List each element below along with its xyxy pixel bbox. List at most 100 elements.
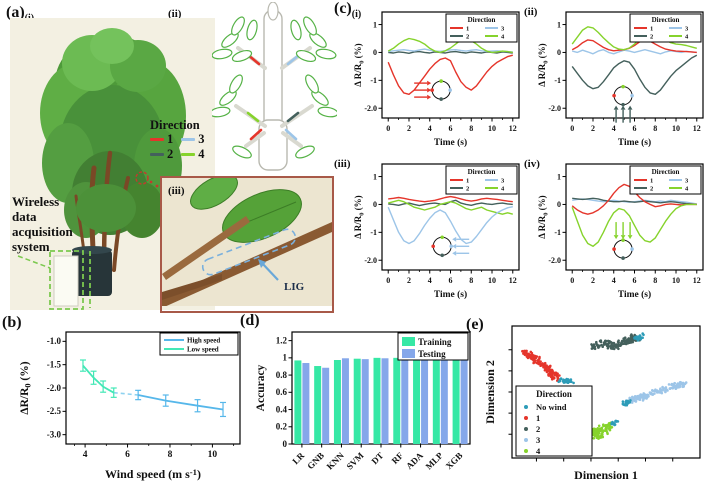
chart-c-i-container: 0 2 4 6 8 10 12 1 0 -1 -2.0 Time (s) Δ R/R0 (%) Direc…: [352, 6, 524, 163]
svg-text:Training: Training: [418, 337, 452, 347]
svg-text:1: 1: [536, 413, 540, 423]
bar-testing-RF: [401, 358, 409, 444]
bar-training-LR: [294, 360, 302, 444]
svg-text:4: 4: [501, 186, 505, 193]
svg-text:6: 6: [125, 450, 130, 460]
schematic-sensor-segments: [246, 53, 301, 141]
chart-legend: Direction 12 34: [629, 165, 702, 195]
svg-text:No wind: No wind: [536, 402, 567, 412]
svg-text:0: 0: [373, 48, 377, 57]
svg-text:Wind speed (m s-1): Wind speed (m s-1): [105, 467, 201, 481]
bar-training-GNB: [314, 366, 322, 444]
series-4: [387, 37, 513, 54]
svg-text:-3.0: -3.0: [47, 429, 62, 439]
series-4: [388, 199, 513, 215]
panel-e-label: (e): [466, 316, 484, 333]
svg-text:8: 8: [469, 276, 473, 285]
svg-text:6: 6: [449, 124, 453, 133]
direction-4-swatch: [181, 153, 196, 156]
chart-d-container: 0 0.2 0.4 0.6 0.8 1 1.2 Accuracy LR GNB KNN SVM DT RF…: [252, 316, 478, 500]
series-3: [388, 48, 513, 53]
svg-text:8: 8: [653, 124, 657, 133]
svg-text:0: 0: [557, 200, 561, 209]
bar-training-XGB: [452, 357, 460, 444]
bar-testing-GNB: [322, 367, 330, 444]
direction-legend-item-4: 4: [181, 148, 205, 161]
bar-testing-DT: [381, 358, 389, 444]
svg-text:2: 2: [407, 124, 411, 133]
svg-text:-2.0: -2.0: [548, 256, 561, 265]
svg-text:4: 4: [612, 276, 616, 285]
lig-dashed-outline: [201, 228, 297, 276]
svg-text:Time (s): Time (s): [618, 289, 651, 300]
lig-closeup-image: LIG (iii): [162, 174, 332, 308]
cluster-1: [521, 349, 561, 382]
lig-arrow: [258, 259, 279, 281]
svg-text:4: 4: [685, 186, 689, 193]
svg-text:1.2: 1.2: [276, 335, 288, 345]
svg-text:1: 1: [650, 26, 653, 33]
chart-c-ii-container: 0 2 4 6 8 10 12 1 0 -1 -2.0 Time (s) Δ R/R0 (%) Direc…: [536, 6, 708, 163]
svg-text:ADA: ADA: [404, 450, 425, 471]
bar-testing-MLP: [440, 360, 448, 444]
plant-photo-image: [10, 18, 215, 310]
bar-testing-KNN: [341, 358, 349, 444]
svg-text:0.2: 0.2: [276, 422, 288, 432]
chart-b: 4 6 8 10 -1.0 -1.5 -2.0 -2.5 -3.0 Wind speed (m s…: [19, 331, 241, 481]
svg-text:-1.5: -1.5: [47, 359, 62, 369]
bars: [294, 357, 468, 444]
panel-a-sub-ii-label: (ii): [168, 8, 182, 20]
series-high-speed: [135, 389, 227, 418]
svg-text:3: 3: [685, 26, 689, 33]
plant-schematic: [209, 1, 339, 171]
bar-testing-LR: [302, 363, 310, 444]
series-1: [388, 195, 513, 203]
svg-text:2: 2: [407, 276, 411, 285]
chart-b-container: 4 6 8 10 -1.0 -1.5 -2.0 -2.5 -3.0 Wind speed (m s…: [14, 318, 251, 500]
svg-text:Low speed: Low speed: [187, 346, 219, 354]
closeup-leaves: [190, 174, 302, 243]
cluster-no-wind: [633, 332, 645, 342]
plant-pot: [72, 246, 112, 296]
svg-text:Testing: Testing: [418, 349, 446, 359]
svg-text:0.8: 0.8: [276, 370, 288, 380]
svg-text:Time (s): Time (s): [434, 137, 467, 148]
bar-training-DT: [373, 357, 381, 444]
svg-text:Time (s): Time (s): [434, 289, 467, 300]
direction-3-swatch: [181, 138, 196, 141]
wind-direction-inset: [414, 79, 452, 101]
svg-text:RF: RF: [390, 450, 406, 466]
svg-text:3: 3: [501, 178, 505, 185]
cluster-no-wind: [557, 377, 575, 385]
closeup-branches: [162, 216, 332, 308]
svg-text:1: 1: [373, 172, 377, 181]
plant-schematic-panel: [209, 1, 339, 179]
svg-text:SVM: SVM: [344, 450, 366, 472]
svg-text:Direction: Direction: [652, 168, 680, 176]
svg-text:-1: -1: [370, 76, 377, 85]
svg-text:-2.0: -2.0: [548, 104, 561, 113]
plant-foliage-front: [76, 184, 136, 232]
svg-text:4: 4: [83, 450, 88, 460]
svg-text:Time (s): Time (s): [618, 137, 651, 148]
svg-text:Direction: Direction: [468, 16, 496, 24]
svg-text:8: 8: [653, 276, 657, 285]
svg-text:0: 0: [570, 276, 574, 285]
panel-d-label: (d): [240, 312, 260, 329]
svg-text:Dimension 2: Dimension 2: [483, 360, 497, 424]
schematic-leaves: [209, 16, 339, 159]
svg-text:-1: -1: [370, 228, 377, 237]
chart-legend: Training Testing: [397, 332, 469, 361]
bar-testing-XGB: [460, 358, 468, 444]
lig-label: LIG: [284, 281, 305, 293]
wind-direction-inset: [431, 235, 470, 258]
panel-c-label: (c)(i): [334, 0, 362, 20]
svg-text:Accuracy: Accuracy: [255, 364, 267, 411]
svg-text:2: 2: [466, 186, 469, 193]
closeup-sub-label: (iii): [168, 185, 185, 197]
